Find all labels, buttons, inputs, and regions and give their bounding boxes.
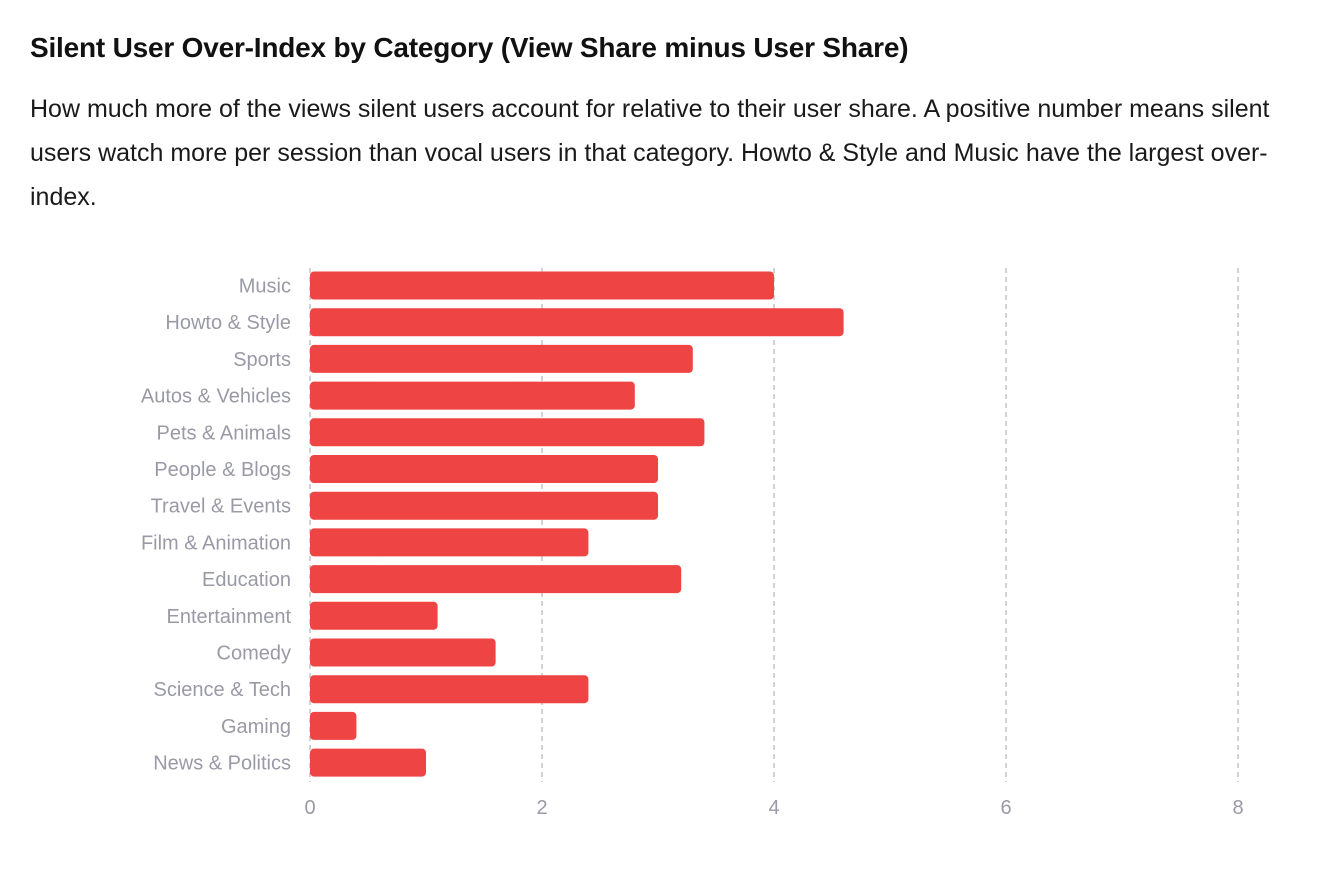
category-label: Science & Tech bbox=[154, 679, 292, 701]
x-tick-label: 8 bbox=[1232, 797, 1243, 819]
x-tick-label: 4 bbox=[768, 797, 779, 819]
bar-travel-events bbox=[310, 491, 658, 520]
category-label: People & Blogs bbox=[154, 459, 291, 481]
bar-film-animation bbox=[310, 528, 589, 557]
bar-music bbox=[310, 271, 774, 300]
category-label: Music bbox=[239, 276, 291, 298]
category-label: Entertainment bbox=[166, 606, 291, 628]
bar-howto-style bbox=[310, 308, 844, 337]
bar-gaming bbox=[310, 711, 357, 740]
category-label: Education bbox=[202, 569, 291, 591]
x-tick-label: 0 bbox=[304, 797, 315, 819]
category-label: Comedy bbox=[217, 643, 291, 665]
bar-pets-animals bbox=[310, 418, 705, 447]
category-label: Gaming bbox=[221, 716, 291, 738]
chart-title: Silent User Over-Index by Category (View… bbox=[30, 32, 909, 63]
x-axis-ticks: 0 2 4 6 8 bbox=[304, 797, 1243, 819]
bar-entertainment bbox=[310, 601, 438, 630]
bar-education bbox=[310, 565, 682, 594]
x-tick-label: 2 bbox=[536, 797, 547, 819]
category-label: Film & Animation bbox=[141, 532, 291, 554]
bar-autos-vehicles bbox=[310, 381, 635, 410]
category-label: Howto & Style bbox=[165, 312, 291, 334]
bar-news-politics bbox=[310, 748, 426, 777]
category-labels: Music Howto & Style Sports Autos & Vehicles… bbox=[141, 276, 292, 775]
category-label: Autos & Vehicles bbox=[141, 386, 291, 408]
bar-people-blogs bbox=[310, 455, 658, 483]
category-label: Travel & Events bbox=[151, 496, 291, 518]
chart-subtitle: How much more of the views silent users … bbox=[30, 95, 1270, 211]
bar-comedy bbox=[310, 638, 496, 667]
bar-science-tech bbox=[310, 675, 589, 704]
bars bbox=[310, 271, 844, 777]
category-label: Sports bbox=[233, 349, 291, 371]
x-tick-label: 6 bbox=[1000, 797, 1011, 819]
bar-sports bbox=[310, 344, 693, 373]
category-label: Pets & Animals bbox=[156, 422, 291, 444]
category-label: News & Politics bbox=[153, 753, 291, 775]
